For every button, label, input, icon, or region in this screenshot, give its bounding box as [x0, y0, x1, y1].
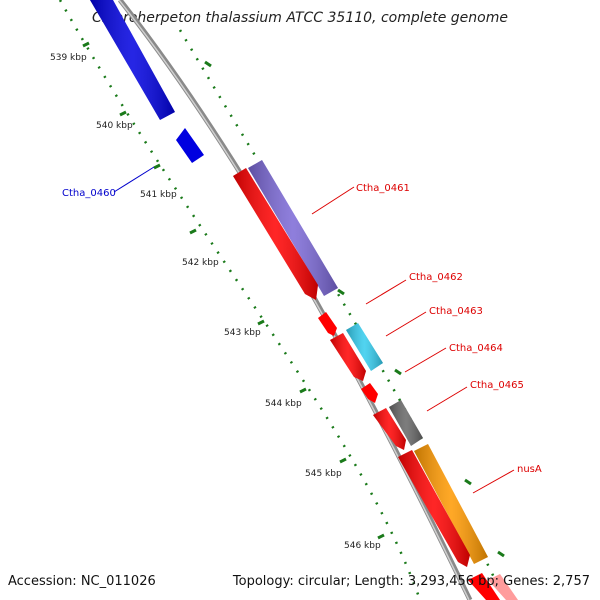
scale-tick-label: 543 kbp	[224, 328, 261, 338]
scale-tick	[119, 110, 127, 117]
scale-tick	[377, 533, 385, 540]
leader-line-ctha-0461	[311, 186, 355, 215]
scale-tick	[337, 288, 345, 296]
scale-tick-label: 546 kbp	[344, 541, 381, 551]
scale-tick	[257, 319, 265, 326]
leader-line-nusa	[472, 469, 515, 494]
gene-label-nusa[interactable]: nusA	[517, 464, 542, 475]
scale-tick	[82, 41, 90, 48]
leader-line-ctha-0464	[404, 347, 447, 373]
scale-tick-label: 541 kbp	[140, 190, 177, 200]
gene-label-ctha-0460[interactable]: Ctha_0460	[62, 188, 116, 199]
gene-label-ctha-0464[interactable]: Ctha_0464	[449, 343, 503, 354]
map-title: Chloroherpeton thalassium ATCC 35110, co…	[92, 10, 508, 26]
scale-tick-label: 544 kbp	[265, 399, 302, 409]
gene-cds-red-mid[interactable]	[330, 333, 366, 381]
gene-cds-red-near-0465[interactable]	[373, 408, 406, 450]
gene-cds-red-lower[interactable]	[398, 450, 470, 567]
scale-tick	[189, 228, 197, 235]
gene-ctha-0463[interactable]	[346, 323, 383, 371]
leader-line-ctha-0462	[365, 279, 407, 305]
scale-tick	[204, 60, 212, 68]
leader-line-ctha-0463	[385, 311, 427, 337]
gene-nusa[interactable]	[414, 444, 488, 564]
scale-tick	[299, 387, 307, 394]
accession-text: Accession: NC_011026	[8, 574, 156, 589]
scale-tick-label: 545 kbp	[305, 469, 342, 479]
gene-ctha-0462[interactable]	[318, 312, 337, 336]
gene-cds-red-partial[interactable]	[468, 573, 518, 600]
gene-ctha-0464[interactable]	[361, 383, 378, 403]
gene-label-ctha-0461[interactable]: Ctha_0461	[356, 183, 410, 194]
gene-ctha-0460[interactable]	[90, 0, 204, 163]
gene-label-ctha-0462[interactable]: Ctha_0462	[409, 272, 463, 283]
gene-ctha-0461[interactable]	[248, 160, 338, 296]
gene-label-ctha-0465[interactable]: Ctha_0465	[470, 380, 524, 391]
gc-dotted-track-outer	[58, 0, 422, 600]
leader-line-ctha-0460	[113, 166, 155, 193]
genome-backbone	[118, 0, 473, 600]
genome-backbone-highlight	[118, 0, 470, 600]
scale-tick	[464, 478, 472, 486]
scale-tick	[497, 550, 505, 558]
topology-text: Topology: circular; Length: 3,293,456 bp…	[232, 574, 590, 589]
scale-ticks	[82, 41, 505, 558]
leader-line-ctha-0465	[426, 386, 468, 412]
gene-cds-red-long[interactable]	[233, 168, 318, 300]
scale-tick	[394, 368, 402, 376]
scale-tick	[339, 457, 347, 464]
gene-ctha-0465[interactable]	[389, 400, 423, 446]
scale-tick	[153, 163, 161, 170]
scale-tick-label: 540 kbp	[96, 121, 133, 131]
scale-tick-label: 539 kbp	[50, 53, 87, 63]
scale-tick-label: 542 kbp	[182, 258, 219, 268]
gene-label-ctha-0463[interactable]: Ctha_0463	[429, 306, 483, 317]
